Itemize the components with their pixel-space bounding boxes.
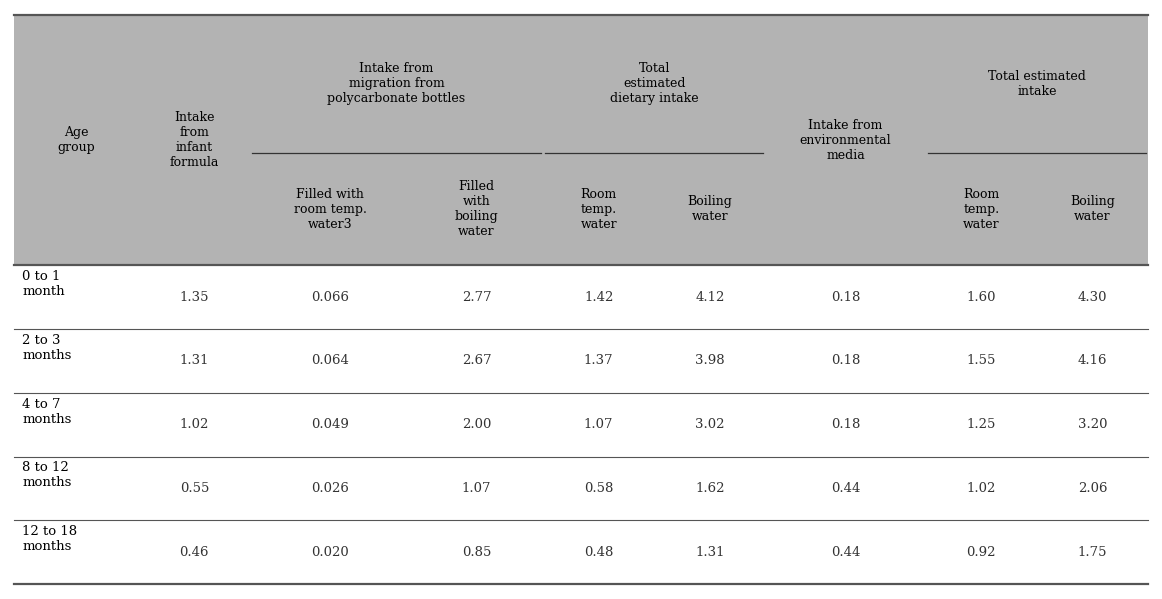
Bar [14,456,1148,521]
Text: Intake
from
infant
formula: Intake from infant formula [170,111,220,169]
Bar [14,521,1148,584]
Text: 0.020: 0.020 [311,546,349,559]
Text: 0.44: 0.44 [831,482,860,495]
Text: 0.18: 0.18 [831,291,860,304]
Text: 0.18: 0.18 [831,355,860,367]
Text: Boiling
water: Boiling water [1070,195,1114,223]
Text: 1.37: 1.37 [583,355,614,367]
Text: 0.85: 0.85 [461,546,492,559]
Text: 1.60: 1.60 [967,291,996,304]
Text: 0.064: 0.064 [311,355,349,367]
Text: Intake from
migration from
polycarbonate bottles: Intake from migration from polycarbonate… [328,62,466,105]
Bar [14,265,1148,329]
Text: 1.35: 1.35 [180,291,209,304]
Text: 0.44: 0.44 [831,546,860,559]
Text: Total
estimated
dietary intake: Total estimated dietary intake [610,62,698,105]
Text: 1.07: 1.07 [583,418,614,431]
Bar [14,15,1148,265]
Text: 4.12: 4.12 [695,291,725,304]
Text: 3.98: 3.98 [695,355,725,367]
Text: 1.02: 1.02 [180,418,209,431]
Bar [14,393,1148,456]
Text: 4 to 7
months: 4 to 7 months [22,398,71,426]
Text: 1.31: 1.31 [695,546,725,559]
Text: 0.049: 0.049 [311,418,349,431]
Text: 1.07: 1.07 [461,482,492,495]
Text: 2.06: 2.06 [1077,482,1107,495]
Text: 2.00: 2.00 [461,418,492,431]
Text: 4.16: 4.16 [1077,355,1107,367]
Text: 1.75: 1.75 [1077,546,1107,559]
Text: 1.62: 1.62 [695,482,725,495]
Text: Filled with
room temp.
water3: Filled with room temp. water3 [294,187,366,231]
Text: 0.066: 0.066 [311,291,349,304]
Text: 2.67: 2.67 [461,355,492,367]
Text: 0.46: 0.46 [180,546,209,559]
Text: 2.77: 2.77 [461,291,492,304]
Text: 0.58: 0.58 [584,482,614,495]
Text: 12 to 18
months: 12 to 18 months [22,525,77,553]
Text: 3.02: 3.02 [695,418,725,431]
Text: 1.02: 1.02 [967,482,996,495]
Text: 1.25: 1.25 [967,418,996,431]
Text: Room
temp.
water: Room temp. water [963,187,999,231]
Text: Room
temp.
water: Room temp. water [580,187,617,231]
Text: 1.31: 1.31 [180,355,209,367]
Text: 2 to 3
months: 2 to 3 months [22,334,71,362]
Text: 3.20: 3.20 [1077,418,1107,431]
Text: 1.55: 1.55 [967,355,996,367]
Text: 4.30: 4.30 [1077,291,1107,304]
Text: Filled
with
boiling
water: Filled with boiling water [454,180,498,238]
Bar [14,329,1148,393]
Text: Age
group: Age group [57,126,95,154]
Text: 0.55: 0.55 [180,482,209,495]
Text: 8 to 12
months: 8 to 12 months [22,461,71,489]
Text: 0.92: 0.92 [967,546,996,559]
Text: Boiling
water: Boiling water [688,195,732,223]
Text: 0.48: 0.48 [584,546,614,559]
Text: Total estimated
intake: Total estimated intake [988,70,1085,98]
Text: Intake from
environmental
media: Intake from environmental media [799,119,891,162]
Text: 0 to 1
month: 0 to 1 month [22,270,65,298]
Text: 0.026: 0.026 [311,482,349,495]
Text: 0.18: 0.18 [831,418,860,431]
Text: 1.42: 1.42 [584,291,614,304]
